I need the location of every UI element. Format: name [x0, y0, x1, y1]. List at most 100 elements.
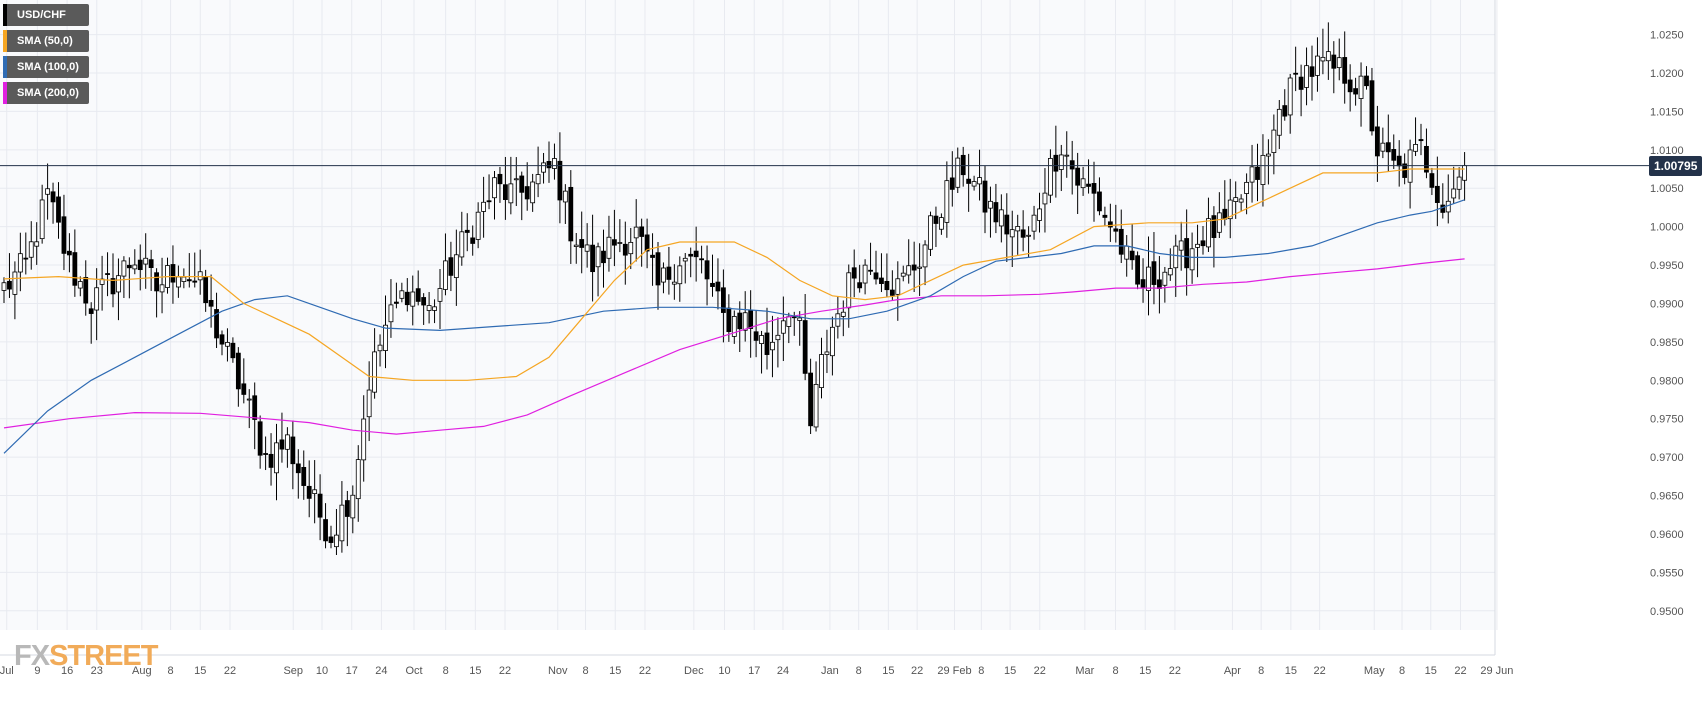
candle-bearish [154, 272, 160, 292]
candle-bullish [1260, 154, 1266, 185]
candle-bullish [770, 341, 775, 351]
candle-bullish [895, 278, 901, 295]
candle-bullish [355, 459, 361, 500]
candle-bearish [1293, 72, 1299, 75]
candle-bearish [873, 272, 879, 280]
candle-bullish [1451, 188, 1457, 199]
legend-swatch-sma50 [3, 30, 7, 52]
candle-bearish [186, 279, 192, 282]
candle-bullish [77, 281, 83, 289]
candle-bearish [1342, 57, 1348, 84]
candle-bearish [415, 288, 421, 302]
candle-bearish [214, 309, 219, 339]
candle-bearish [67, 250, 72, 256]
candle-bullish [1276, 108, 1282, 136]
candle-bearish [1020, 229, 1026, 238]
candle-bearish [601, 250, 606, 264]
candle-bullish [1, 282, 7, 291]
sma100-line [3, 199, 1465, 454]
x-tick-label: May [1364, 665, 1385, 677]
candle-bearish [693, 250, 699, 258]
legend-label-sma200: SMA (200,0) [17, 87, 79, 99]
candle-bullish [628, 241, 634, 255]
candle-bearish [7, 280, 12, 290]
candle-bearish [137, 259, 143, 271]
candle-bearish [879, 277, 884, 284]
candle-bullish [432, 306, 437, 311]
candle-bearish [1347, 79, 1353, 93]
candle-bearish [126, 264, 132, 269]
legend-item-usdchf[interactable]: USD/CHF [3, 4, 89, 26]
candle-bullish [508, 183, 514, 204]
candle-bearish [911, 264, 917, 271]
x-tick-label: 15 [609, 665, 621, 677]
candle-bearish [1140, 279, 1146, 289]
legend-item-sma50[interactable]: SMA (50,0) [3, 30, 89, 52]
x-tick-label: 8 [168, 665, 174, 677]
candle-bullish [475, 211, 481, 240]
candle-bullish [94, 287, 100, 311]
candle-bullish [606, 236, 612, 259]
candle-bullish [780, 320, 786, 334]
candle-bearish [966, 178, 972, 184]
candle-bullish [492, 177, 497, 199]
candle-bearish [208, 300, 214, 307]
candle-bearish [644, 234, 650, 252]
candle-bearish [170, 264, 176, 283]
y-tick-label: 1.0250 [1650, 30, 1684, 42]
candle-bearish [1211, 215, 1217, 238]
x-tick-label: 15 [1004, 665, 1016, 677]
legend-item-sma200[interactable]: SMA (200,0) [3, 82, 89, 104]
x-tick-label: 15 [1425, 665, 1437, 677]
legend-swatch-sma200 [3, 82, 7, 104]
candle-bullish [786, 316, 792, 327]
candle-bearish [1418, 139, 1424, 142]
legend-item-sma100[interactable]: SMA (100,0) [3, 56, 89, 78]
candle-bullish [840, 311, 846, 317]
x-tick-label: Jan [821, 665, 839, 677]
candle-bearish [699, 258, 704, 261]
candle-bearish [486, 200, 492, 203]
candle-bearish [1113, 228, 1119, 232]
candle-bullish [955, 157, 961, 188]
candle-bullish [1380, 142, 1386, 152]
candle-bearish [192, 280, 198, 283]
candle-bearish [808, 372, 813, 427]
candle-bullish [1320, 56, 1326, 62]
candle-bullish [1227, 199, 1233, 220]
candle-bullish [1216, 212, 1222, 233]
candle-bullish [339, 504, 345, 542]
candle-bearish [1053, 154, 1059, 172]
candle-bearish [612, 239, 617, 246]
y-tick-label: 1.0150 [1650, 106, 1684, 118]
candle-bullish [633, 226, 639, 239]
candle-bullish [1271, 129, 1277, 153]
candle-bearish [1353, 88, 1358, 95]
y-tick-label: 0.9950 [1650, 260, 1684, 272]
candle-bearish [72, 252, 78, 286]
candle-bearish [1424, 145, 1429, 173]
candle-bullish [399, 290, 405, 299]
candle-bearish [301, 466, 307, 486]
candle-bullish [1325, 51, 1331, 62]
candle-bearish [884, 280, 890, 291]
candle-bullish [671, 281, 677, 285]
candle-bullish [34, 241, 40, 247]
x-tick-label: Apr [1224, 665, 1241, 677]
candle-bullish [661, 267, 666, 283]
x-tick-label: Nov [548, 665, 568, 677]
candle-bullish [535, 174, 541, 185]
y-tick-label: 0.9700 [1650, 452, 1684, 464]
candle-bullish [939, 217, 944, 230]
candle-bearish [1222, 208, 1228, 220]
x-tick-label: 29 Jun [1480, 665, 1513, 677]
candle-bearish [579, 239, 585, 248]
candle-bearish [317, 493, 323, 518]
candle-bearish [1255, 166, 1260, 180]
candle-bullish [1080, 178, 1086, 189]
candle-bullish [1407, 149, 1413, 183]
candle-bearish [1402, 163, 1408, 178]
candle-bearish [949, 177, 955, 190]
candle-bullish [998, 209, 1004, 227]
candle-bearish [1364, 75, 1369, 87]
